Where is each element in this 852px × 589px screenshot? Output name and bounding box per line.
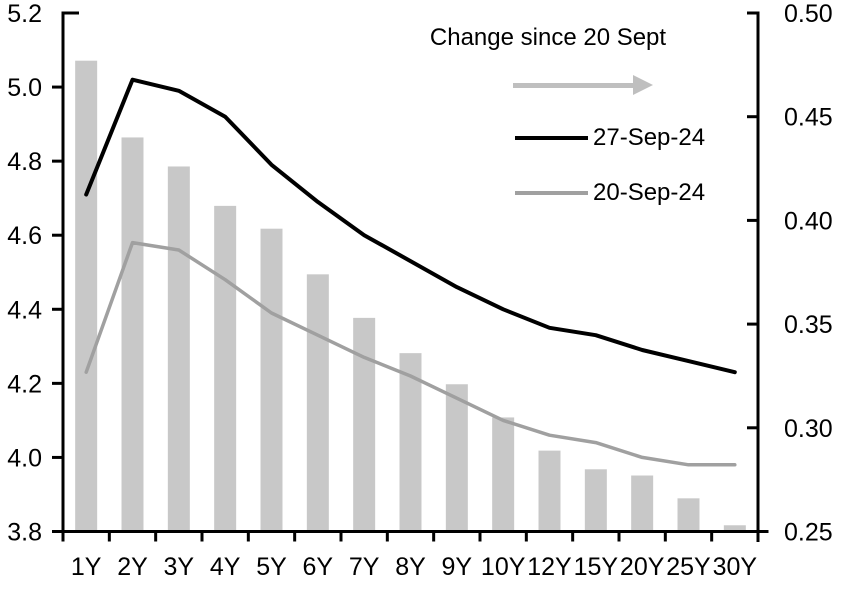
right-axis-label: 0.35 — [784, 311, 833, 339]
x-axis-label: 15Y — [574, 553, 619, 581]
x-axis-label: 20Y — [620, 553, 665, 581]
left-axis-label: 4.2 — [7, 370, 42, 398]
line-27-Sep-24 — [84, 77, 737, 375]
bar-30Y — [723, 525, 746, 532]
left-axis-label: 5.0 — [7, 74, 42, 102]
x-axis-label: 10Y — [481, 553, 526, 581]
bar-5Y — [260, 228, 283, 532]
x-axis-label: 30Y — [713, 553, 758, 581]
arrow-head — [633, 75, 653, 95]
legend-title: Change since 20 Sept — [429, 24, 667, 51]
right-axis-label: 0.30 — [784, 415, 833, 443]
x-axis-label: 9Y — [442, 553, 473, 581]
bar-8Y — [399, 353, 422, 532]
left-axis-label: 5.2 — [7, 0, 42, 28]
x-axis-label: 8Y — [395, 553, 426, 581]
legend-line-sample-27-sep — [515, 136, 588, 140]
bar-9Y — [445, 384, 468, 532]
x-axis-label: 2Y — [117, 553, 148, 581]
left-axis-label: 3.8 — [7, 519, 42, 547]
right-axis-label: 0.50 — [784, 0, 833, 28]
left-axis-label: 4.8 — [7, 148, 42, 176]
right-axis-label: 0.45 — [784, 104, 833, 132]
right-axis-label: 0.25 — [784, 519, 833, 547]
change-arrow-icon — [513, 75, 653, 96]
x-axis-label: 12Y — [527, 553, 572, 581]
bar-20Y — [631, 475, 654, 532]
bar-1Y — [75, 60, 98, 532]
left-axis-label: 4.4 — [7, 296, 42, 324]
x-axis-label: 5Y — [256, 553, 287, 581]
x-axis-label: 7Y — [349, 553, 380, 581]
x-axis-label: 4Y — [210, 553, 241, 581]
x-axis-label: 1Y — [71, 553, 102, 581]
bar-15Y — [584, 469, 607, 532]
legend-line-sample-20-sep — [515, 191, 588, 195]
arrow-shaft — [513, 83, 635, 88]
x-axis-label: 3Y — [164, 553, 195, 581]
x-axis-label: 25Y — [666, 553, 711, 581]
bar-7Y — [353, 317, 376, 532]
bar-10Y — [492, 417, 515, 532]
legend-label-20-sep: 20-Sep-24 — [593, 179, 706, 206]
line-20-Sep-24 — [84, 240, 737, 467]
x-axis-label: 6Y — [303, 553, 334, 581]
left-axis-label: 4.6 — [7, 222, 42, 250]
bar-6Y — [306, 274, 329, 532]
legend-label-27-sep: 27-Sep-24 — [593, 124, 706, 151]
left-axis-label: 4.0 — [7, 444, 42, 472]
bar-12Y — [538, 450, 561, 532]
bar-2Y — [121, 137, 144, 532]
bar-4Y — [214, 205, 237, 532]
bar-3Y — [167, 166, 190, 532]
bar-25Y — [677, 498, 700, 532]
right-axis-label: 0.40 — [784, 207, 833, 235]
